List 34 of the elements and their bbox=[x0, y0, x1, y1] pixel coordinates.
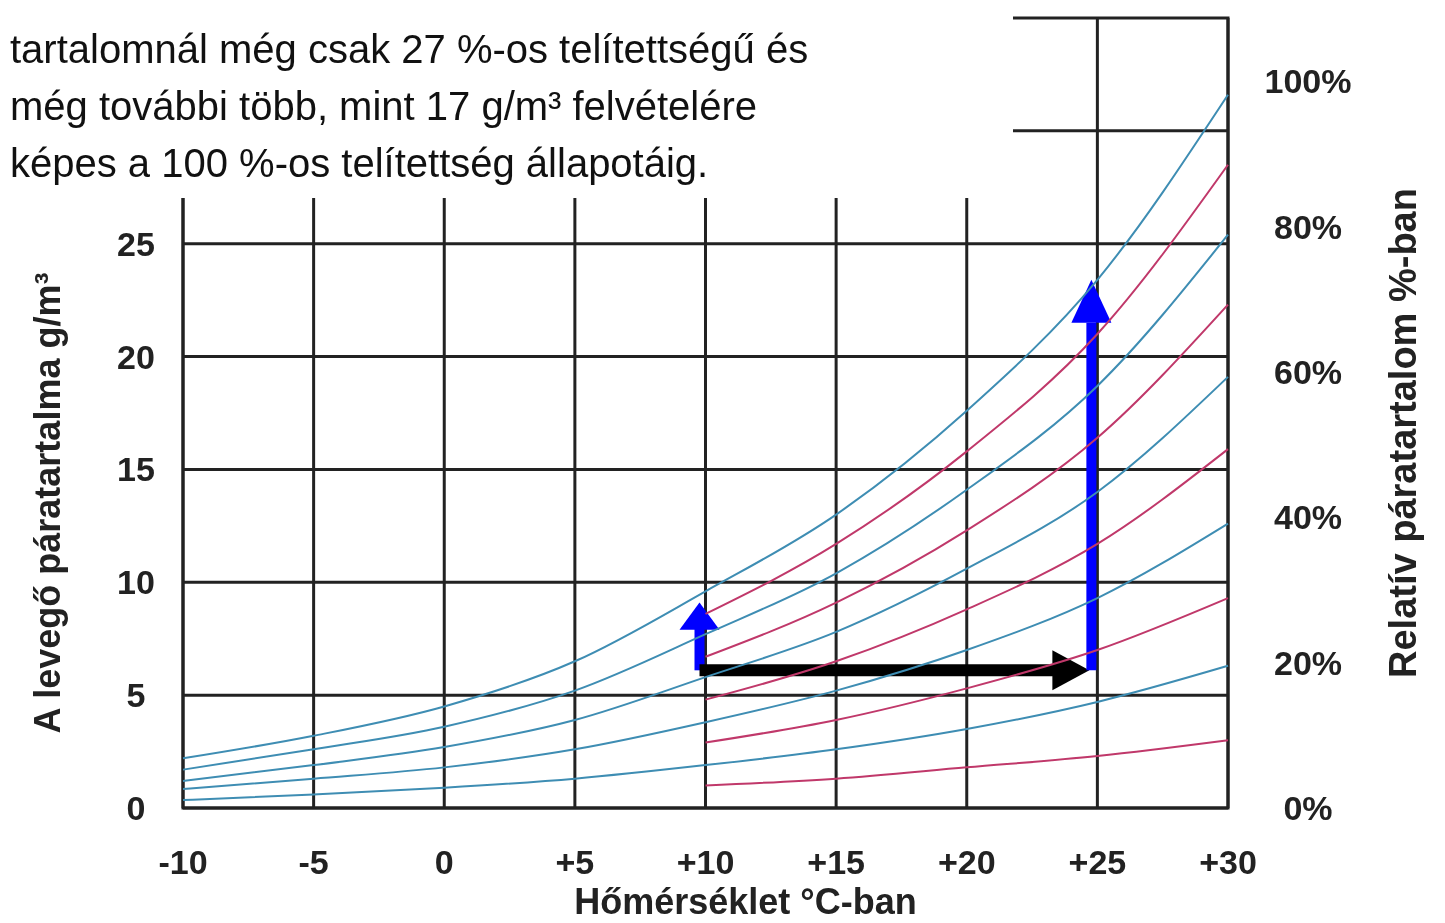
y-tick-label: 10 bbox=[117, 563, 155, 602]
line-series bbox=[704, 303, 1229, 658]
x-tick-label: +20 bbox=[937, 843, 996, 881]
x-tick-label: +10 bbox=[676, 843, 735, 881]
line-series bbox=[182, 522, 1229, 791]
y-tick-label: 25 bbox=[117, 224, 155, 263]
y2-tick-label: 80% bbox=[1273, 207, 1343, 246]
line-series bbox=[704, 448, 1229, 701]
line-series bbox=[704, 739, 1229, 787]
y-tick-label: 20 bbox=[117, 337, 155, 376]
y-tick-label: 15 bbox=[117, 450, 155, 489]
y2-tick-label: 40% bbox=[1273, 498, 1343, 537]
y2-tick-label: 100% bbox=[1264, 62, 1352, 101]
x-axis-title: Hőmérséklet °C-ban bbox=[574, 881, 917, 922]
annotation: tartalomnál még csak 27 %-os telítettségű és még további több, mint 17 g/m³ felvételére képes a 100 %-os telítettség állapotáig. bbox=[10, 27, 809, 185]
x-tick-label: -10 bbox=[158, 843, 208, 881]
x-tick-label: +15 bbox=[807, 843, 865, 881]
line-series bbox=[182, 664, 1229, 802]
x-tick-label: +25 bbox=[1068, 843, 1127, 881]
y-tick-label: 0 bbox=[126, 789, 146, 827]
y-tick-label: 5 bbox=[126, 676, 146, 715]
line-series bbox=[704, 163, 1229, 615]
x-tick-label: +5 bbox=[555, 843, 595, 881]
y2-tick-label: 0% bbox=[1283, 789, 1333, 827]
line-series bbox=[704, 597, 1229, 744]
x-tick-label: 0 bbox=[434, 843, 454, 881]
x-tick-label: -5 bbox=[298, 843, 329, 881]
y2-tick-label: 20% bbox=[1273, 643, 1343, 682]
line-series bbox=[182, 233, 1229, 771]
y2-axis-title: Relatív páratartalom %-ban bbox=[1382, 188, 1424, 678]
y2-tick-label: 60% bbox=[1273, 352, 1343, 391]
line-series bbox=[182, 375, 1229, 782]
x-tick-label: +30 bbox=[1199, 843, 1257, 881]
y-axis-title: A levegő páratartalma g/m³ bbox=[27, 272, 68, 734]
